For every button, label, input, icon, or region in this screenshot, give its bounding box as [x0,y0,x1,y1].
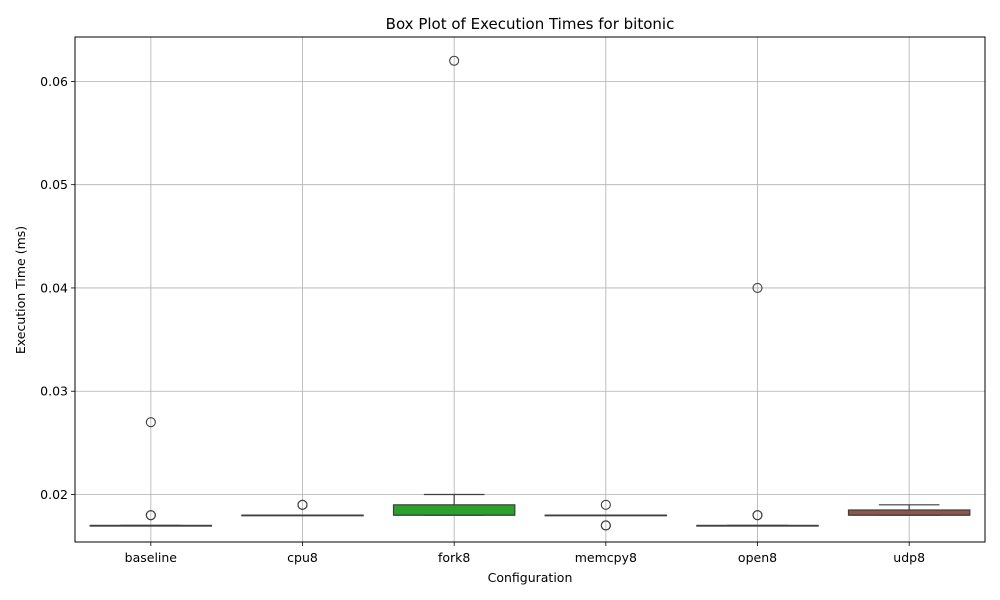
box-body [392,504,516,516]
x-axis-ticks: baseline cpu8 fork8 memcpy8 open8 udp8 [125,542,925,565]
y-tick-label: 0.06 [40,74,68,89]
outlier-point [145,510,156,521]
plot-frame [74,36,986,543]
outlier-point [600,499,611,510]
x-axis-label: Configuration [488,570,573,585]
y-tick-label: 0.02 [40,487,68,502]
box-body [847,509,971,516]
chart-title: Box Plot of Execution Times for bitonic [386,15,675,33]
y-tick-label: 0.04 [40,280,68,295]
x-tick-label-baseline: baseline [125,550,178,565]
x-tick-label-cpu8: cpu8 [287,550,318,565]
x-tick-label-open8: open8 [738,550,777,565]
box-memcpy8 [544,499,668,531]
box-udp8 [847,504,971,516]
outlier-point [145,417,156,428]
grid-lines [75,37,985,542]
x-tick-label-memcpy8: memcpy8 [575,550,637,565]
y-tick-label: 0.03 [40,384,68,399]
y-axis-ticks: 0.02 0.03 0.04 0.05 0.06 [40,74,75,502]
y-tick-label: 0.05 [40,177,68,192]
x-tick-label-udp8: udp8 [893,550,925,565]
outlier-point [752,282,763,294]
box-baseline [89,417,213,527]
y-axis-label: Execution Time (ms) [13,226,28,354]
outlier-point [752,510,763,521]
outlier-point [297,499,308,510]
box-open8 [696,282,819,527]
outlier-point [600,520,611,531]
boxes [89,55,971,531]
box-fork8 [392,55,516,516]
x-tick-label-fork8: fork8 [438,550,470,565]
outlier-point [449,55,460,66]
box-cpu8 [241,499,364,517]
